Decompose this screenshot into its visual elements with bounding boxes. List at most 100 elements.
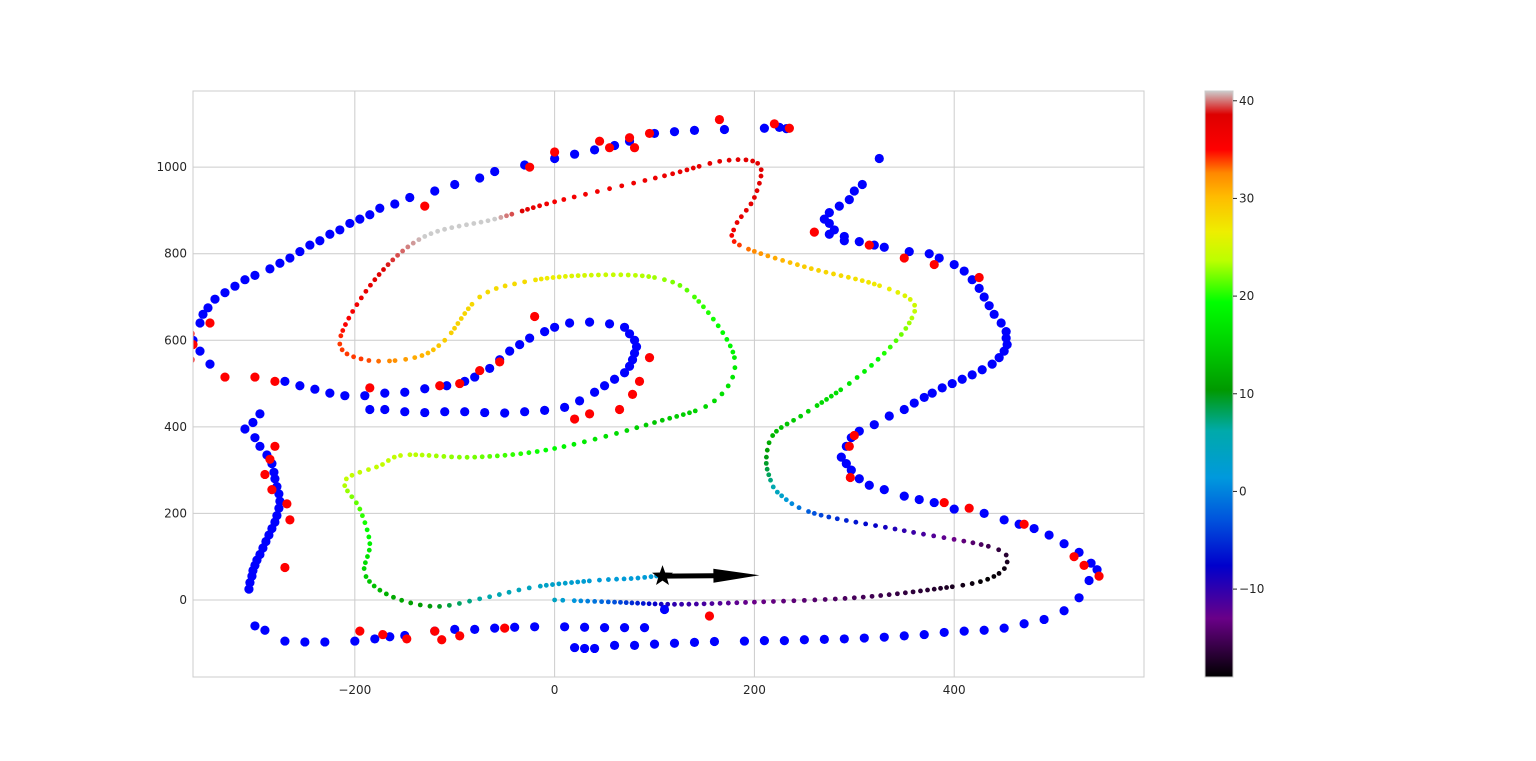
trajectory-point	[581, 439, 587, 445]
x-tick-label: 200	[743, 683, 766, 697]
trajectory-point	[772, 255, 778, 261]
trajectory-point	[738, 214, 744, 220]
blue-point	[846, 465, 856, 475]
trajectory-point	[405, 244, 411, 250]
y-axis-ticks: 0 200 400 600 800 1000	[156, 160, 187, 607]
trajectory-point	[766, 440, 772, 446]
blue-point	[1084, 575, 1094, 586]
trajectory-point	[534, 449, 540, 454]
trajectory-point	[991, 574, 997, 579]
trajectory-point	[764, 466, 770, 472]
trajectory-point	[658, 601, 664, 607]
trajectory-point	[502, 452, 508, 458]
red-point	[769, 119, 779, 129]
blue-point	[365, 210, 375, 220]
blue-point	[819, 634, 829, 644]
blue-point	[839, 634, 849, 644]
trajectory-point	[662, 173, 667, 179]
blue-point	[919, 392, 929, 403]
trajectory-point	[761, 599, 767, 605]
trajectory-point	[633, 272, 638, 278]
trajectory-point	[912, 302, 918, 308]
red-point	[624, 133, 635, 143]
blue-point	[759, 636, 769, 646]
trajectory-point	[978, 542, 984, 547]
trajectory-point	[367, 541, 373, 547]
red-point	[614, 404, 625, 415]
trajectory-point	[770, 484, 776, 490]
trajectory-point	[502, 283, 508, 289]
blue-point	[879, 485, 889, 495]
trajectory-point	[726, 157, 732, 163]
trajectory-point	[437, 603, 442, 609]
trajectory-point	[838, 273, 844, 279]
trajectory-point	[834, 516, 840, 522]
trajectory-point	[710, 316, 716, 322]
trajectory-point	[359, 513, 365, 519]
trajectory-point	[342, 483, 348, 489]
blue-point	[365, 404, 375, 415]
red-point	[250, 372, 260, 382]
trajectory-point	[866, 279, 871, 285]
red-point	[644, 352, 655, 363]
red-point	[964, 503, 974, 513]
blue-point	[967, 370, 977, 380]
trajectory-point	[845, 274, 851, 280]
blue-point	[899, 631, 909, 641]
trajectory-point	[684, 287, 690, 293]
red-point	[530, 311, 540, 322]
trajectory-point	[366, 547, 372, 553]
blue-point	[599, 623, 610, 633]
red-point	[270, 441, 280, 451]
trajectory-point	[543, 582, 549, 588]
trajectory-point	[410, 240, 416, 246]
trajectory-point	[363, 574, 369, 579]
trajectory-point	[712, 398, 717, 404]
blue-point	[836, 452, 846, 462]
trajectory-point	[642, 574, 648, 580]
trajectory-point	[752, 195, 757, 200]
blue-point	[1059, 606, 1069, 616]
colorbar-tick-label: 0	[1239, 484, 1247, 498]
trajectory-point	[779, 493, 785, 499]
trajectory-point	[433, 453, 439, 459]
blue-point	[834, 201, 844, 211]
trajectory-point	[909, 315, 915, 321]
trajectory-point	[898, 332, 904, 337]
trajectory-point	[583, 191, 588, 197]
blue-point	[315, 236, 325, 246]
trajectory-point	[902, 590, 908, 596]
trajectory-point	[985, 543, 991, 549]
trajectory-point	[801, 264, 807, 270]
trajectory-point	[692, 294, 697, 300]
trajectory-point	[366, 534, 372, 540]
trajectory-point	[571, 441, 577, 447]
trajectory-point	[862, 369, 867, 374]
trajectory-point	[407, 452, 413, 458]
trajectory-point	[377, 587, 383, 593]
blue-point	[530, 622, 540, 632]
trajectory-point	[603, 272, 609, 278]
blue-point	[560, 622, 570, 632]
blue-point	[380, 404, 390, 415]
trajectory-point	[709, 601, 715, 607]
trajectory-point	[479, 454, 485, 460]
trajectory-point	[816, 268, 821, 273]
blue-point	[589, 643, 600, 654]
blue-point	[490, 166, 500, 177]
red-point	[864, 240, 874, 250]
blue-point	[989, 309, 999, 319]
trajectory-point	[791, 417, 796, 423]
y-tick-label: 1000	[156, 160, 187, 174]
blue-point	[839, 236, 849, 246]
blue-point	[540, 405, 550, 416]
red-point	[704, 611, 715, 621]
y-tick-label: 200	[164, 506, 187, 520]
blue-point	[624, 329, 635, 339]
trajectory-point	[659, 417, 665, 423]
trajectory-point	[582, 272, 587, 278]
blue-point	[1029, 523, 1039, 534]
blue-point	[949, 504, 959, 514]
trajectory-point	[780, 258, 786, 263]
